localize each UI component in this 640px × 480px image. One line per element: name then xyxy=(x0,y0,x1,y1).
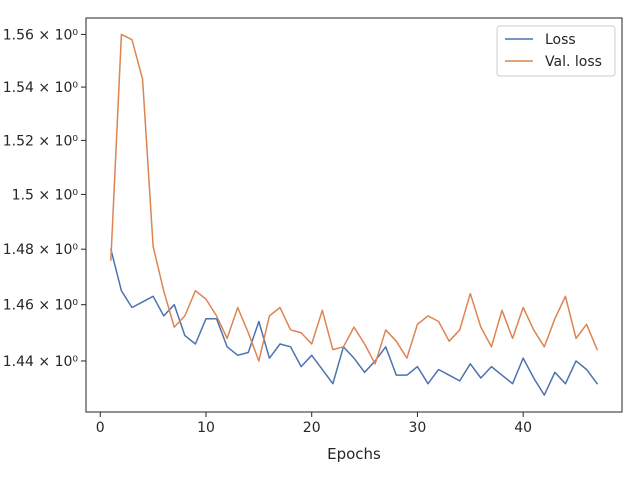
y-tick-label: 1.56 × 10⁰ xyxy=(3,27,79,43)
x-tick-label: 30 xyxy=(409,420,427,436)
x-tick-label: 20 xyxy=(303,420,321,436)
series-line-val-loss xyxy=(110,33,598,365)
series-line-loss xyxy=(110,248,598,396)
legend-label: Loss xyxy=(545,32,576,48)
x-axis-ticks: 0 10 20 30 40 xyxy=(96,412,532,436)
x-axis-label: Epochs xyxy=(327,445,381,463)
series-layer xyxy=(110,33,598,396)
plot-area xyxy=(86,18,622,412)
y-axis-ticks: 1.44 × 10⁰ 1.46 × 10⁰ 1.48 × 10⁰ 1.5 × 10⁰ 1… xyxy=(3,27,86,370)
y-tick-label: 1.54 × 10⁰ xyxy=(3,80,79,96)
y-tick-label: 1.48 × 10⁰ xyxy=(3,242,79,258)
axes-frame xyxy=(85,17,623,413)
x-tick-label: 0 xyxy=(96,420,105,436)
y-tick-label: 1.46 × 10⁰ xyxy=(3,298,79,314)
y-tick-label: 1.44 × 10⁰ xyxy=(3,354,79,370)
legend: Loss Val. loss xyxy=(496,25,616,77)
y-tick-label: 1.52 × 10⁰ xyxy=(3,133,79,149)
legend-label: Val. loss xyxy=(545,54,602,70)
x-tick-label: 40 xyxy=(514,420,532,436)
y-tick-label: 1.5 × 10⁰ xyxy=(12,187,79,203)
x-tick-label: 10 xyxy=(197,420,215,436)
